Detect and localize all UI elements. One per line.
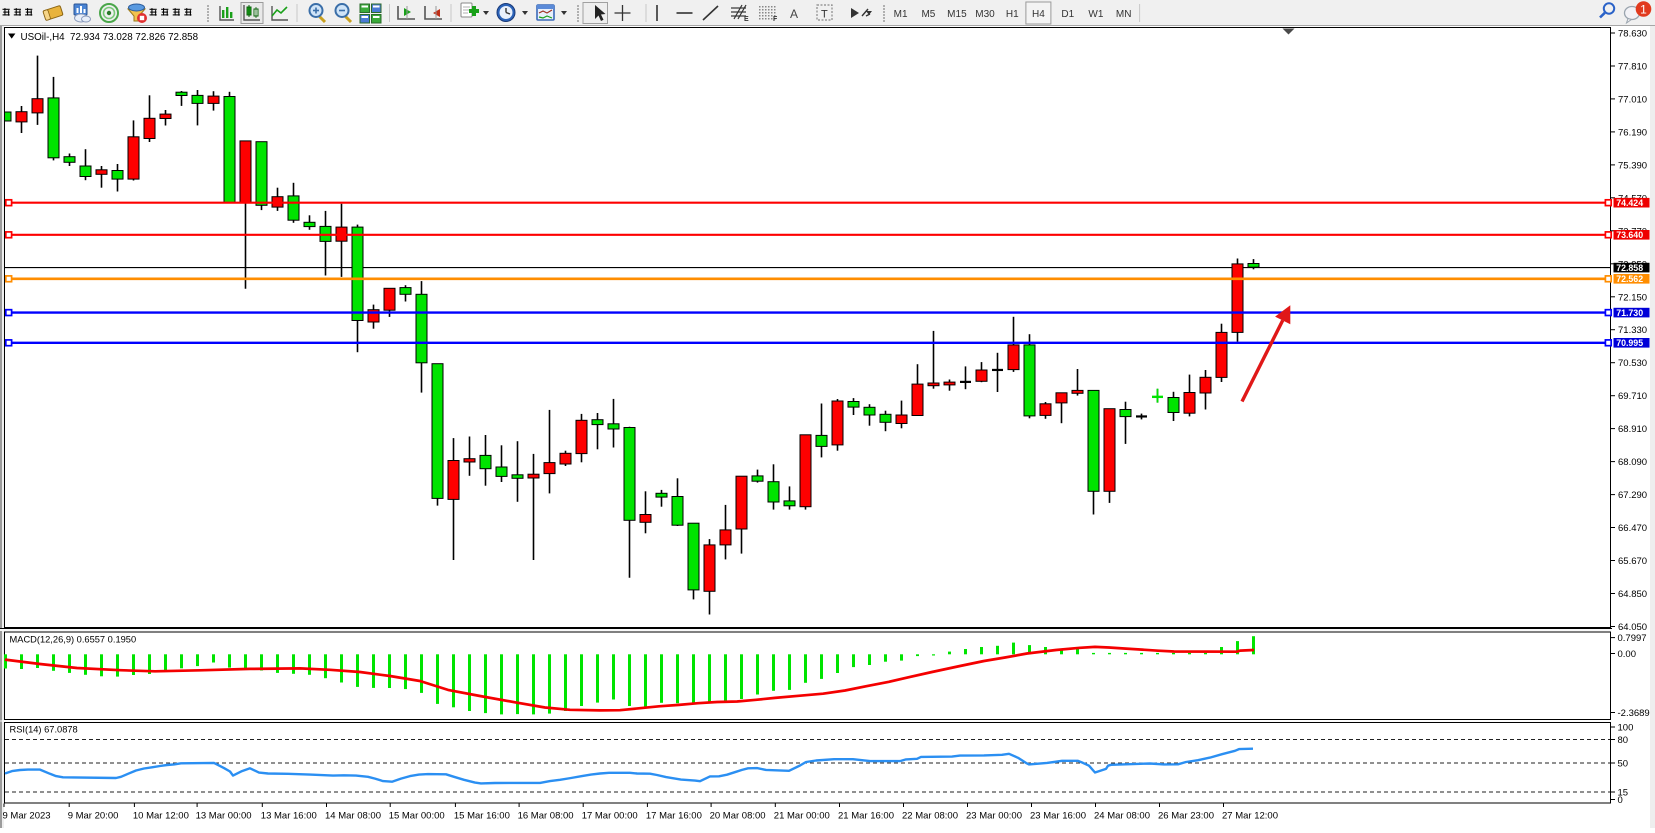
- svg-text:W1: W1: [1088, 9, 1103, 20]
- svg-text:75.390: 75.390: [1618, 160, 1647, 171]
- svg-text:70.530: 70.530: [1618, 358, 1647, 369]
- svg-text:15 Mar 16:00: 15 Mar 16:00: [454, 811, 510, 822]
- svg-text:16 Mar 08:00: 16 Mar 08:00: [518, 811, 574, 822]
- svg-text:76.190: 76.190: [1618, 127, 1647, 138]
- svg-text:21 Mar 00:00: 21 Mar 00:00: [774, 811, 830, 822]
- svg-text:D1: D1: [1061, 9, 1074, 20]
- svg-text:64.850: 64.850: [1618, 589, 1647, 600]
- svg-text:78.630: 78.630: [1618, 29, 1647, 40]
- svg-text:71.730: 71.730: [1616, 308, 1643, 318]
- svg-text:65.670: 65.670: [1618, 556, 1647, 567]
- svg-text:9 Mar 20:00: 9 Mar 20:00: [68, 811, 119, 822]
- svg-text:10 Mar 12:00: 10 Mar 12:00: [133, 811, 189, 822]
- svg-text:100: 100: [1618, 722, 1634, 733]
- svg-text:H1: H1: [1006, 9, 1019, 20]
- svg-text:23 Mar 16:00: 23 Mar 16:00: [1030, 811, 1086, 822]
- svg-text:M30: M30: [975, 9, 995, 20]
- svg-text:20 Mar 08:00: 20 Mar 08:00: [710, 811, 766, 822]
- svg-text:15: 15: [1618, 787, 1629, 798]
- svg-text:9 Mar 2023: 9 Mar 2023: [3, 811, 51, 822]
- svg-text:13 Mar 16:00: 13 Mar 16:00: [261, 811, 317, 822]
- svg-text:26 Mar 23:00: 26 Mar 23:00: [1158, 811, 1214, 822]
- svg-text:70.995: 70.995: [1616, 338, 1643, 348]
- svg-text:72.562: 72.562: [1616, 274, 1643, 284]
- svg-text:-2.3689: -2.3689: [1618, 708, 1650, 719]
- svg-text:1: 1: [1640, 3, 1647, 17]
- svg-text:MN: MN: [1116, 9, 1132, 20]
- svg-text:M1: M1: [894, 9, 908, 20]
- svg-text:A: A: [790, 7, 798, 21]
- svg-text:67.290: 67.290: [1618, 490, 1647, 501]
- svg-text:17 Mar 16:00: 17 Mar 16:00: [646, 811, 702, 822]
- svg-text:M5: M5: [921, 9, 935, 20]
- svg-text:T: T: [821, 9, 828, 21]
- svg-text:MACD(12,26,9) 0.6557 0.1950: MACD(12,26,9) 0.6557 0.1950: [10, 635, 137, 645]
- svg-text:14 Mar 08:00: 14 Mar 08:00: [325, 811, 381, 822]
- svg-text:E: E: [744, 16, 749, 23]
- svg-text:50: 50: [1618, 758, 1629, 769]
- svg-text:68.910: 68.910: [1618, 424, 1647, 435]
- svg-text:22 Mar 08:00: 22 Mar 08:00: [902, 811, 958, 822]
- svg-text:27 Mar 12:00: 27 Mar 12:00: [1222, 811, 1278, 822]
- svg-text:23 Mar 00:00: 23 Mar 00:00: [966, 811, 1022, 822]
- svg-text:21 Mar 16:00: 21 Mar 16:00: [838, 811, 894, 822]
- svg-text:15 Mar 00:00: 15 Mar 00:00: [389, 811, 445, 822]
- svg-text:RSI(14) 67.0878: RSI(14) 67.0878: [10, 725, 78, 735]
- svg-text:M15: M15: [947, 9, 967, 20]
- svg-text:64.050: 64.050: [1618, 622, 1647, 633]
- svg-text:17 Mar 00:00: 17 Mar 00:00: [582, 811, 638, 822]
- svg-text:72.858: 72.858: [1616, 263, 1643, 273]
- svg-text:USOil-,H4 72.934 73.028 72.82: USOil-,H4 72.934 73.028 72.826 72.858: [21, 32, 199, 43]
- svg-text:74.424: 74.424: [1616, 198, 1643, 208]
- svg-text:71.330: 71.330: [1618, 325, 1647, 336]
- svg-text:77.810: 77.810: [1618, 61, 1647, 72]
- svg-text:13 Mar 00:00: 13 Mar 00:00: [196, 811, 252, 822]
- svg-text:F: F: [773, 16, 778, 23]
- svg-text:0.00: 0.00: [1618, 649, 1637, 660]
- svg-text:0.7997: 0.7997: [1618, 633, 1647, 644]
- svg-text:73.640: 73.640: [1616, 230, 1643, 240]
- svg-text:H4: H4: [1032, 9, 1045, 20]
- svg-text:72.150: 72.150: [1618, 292, 1647, 303]
- svg-text:0: 0: [1618, 795, 1623, 806]
- svg-text:24 Mar 08:00: 24 Mar 08:00: [1094, 811, 1150, 822]
- svg-text:69.710: 69.710: [1618, 391, 1647, 402]
- svg-text:66.470: 66.470: [1618, 523, 1647, 534]
- svg-text:80: 80: [1618, 735, 1629, 746]
- svg-text:68.090: 68.090: [1618, 457, 1647, 468]
- svg-text:77.010: 77.010: [1618, 94, 1647, 105]
